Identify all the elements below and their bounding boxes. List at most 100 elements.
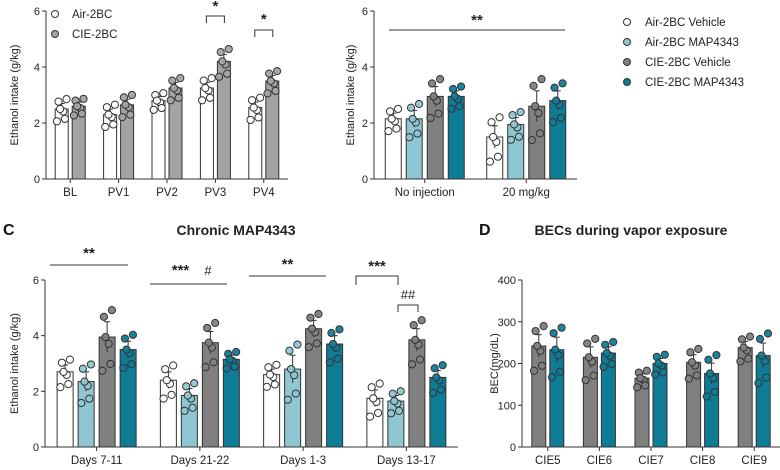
- x-tick-label: PV4: [253, 187, 275, 199]
- data-point: [555, 367, 565, 376]
- data-point: [692, 371, 701, 380]
- data-point: [52, 117, 62, 126]
- data-point: [369, 394, 378, 403]
- data-point: [384, 127, 393, 136]
- data-point: [763, 329, 773, 338]
- panel-title: BECs during vapor exposure: [535, 222, 728, 238]
- data-point: [651, 370, 660, 379]
- y-tick-label: 0: [362, 174, 368, 186]
- bar: [98, 336, 116, 448]
- data-point: [65, 355, 75, 364]
- y-tick-label: 0: [510, 442, 516, 454]
- data-point: [601, 340, 610, 349]
- legend-marker: [623, 58, 631, 66]
- bar: [159, 379, 177, 448]
- data-point: [591, 334, 600, 343]
- data-point: [109, 120, 118, 129]
- y-tick-label: 300: [498, 317, 516, 329]
- significance-hash: ##: [401, 287, 416, 302]
- legend-marker: [623, 38, 631, 46]
- legend-label: CIE-2BC Vehicle: [645, 57, 731, 69]
- data-point: [551, 345, 560, 354]
- data-point: [159, 394, 168, 403]
- panel-a: 0 2 4 6 Ethanol intake (g/kg) BL PV1 PV2 PV3 PV4 A…: [9, 0, 288, 199]
- data-point: [531, 326, 540, 336]
- data-point: [266, 76, 275, 86]
- data-point: [54, 97, 63, 106]
- data-point: [263, 89, 272, 98]
- data-point: [434, 109, 443, 118]
- data-point: [607, 359, 616, 369]
- data-point: [652, 352, 661, 361]
- bar: [531, 345, 547, 448]
- data-point: [493, 152, 503, 161]
- data-point: [487, 118, 496, 127]
- data-point: [547, 373, 557, 382]
- panel-label: C: [3, 222, 15, 239]
- legend-label: Air-2BC Vehicle: [645, 17, 726, 29]
- data-point: [495, 113, 504, 122]
- data-point: [106, 359, 115, 369]
- data-point: [211, 318, 220, 328]
- data-point: [285, 346, 294, 355]
- data-point: [694, 344, 703, 354]
- data-point: [527, 135, 537, 145]
- data-point: [529, 81, 538, 90]
- y-tick-label: 2: [34, 118, 40, 130]
- data-point: [328, 339, 338, 349]
- data-point: [119, 93, 129, 102]
- legend-marker: [623, 18, 631, 26]
- y-tick-label: 100: [498, 400, 516, 412]
- x-tick-label: No injection: [395, 187, 455, 199]
- data-point: [256, 93, 265, 102]
- y-axis-label: Ethanol intake (g/kg): [9, 45, 21, 146]
- data-point: [712, 351, 721, 360]
- data-point: [127, 90, 136, 100]
- data-point: [79, 94, 88, 103]
- data-point: [60, 114, 70, 123]
- y-tick-label: 4: [34, 62, 40, 74]
- data-point: [86, 360, 96, 369]
- x-tick-label: BL: [63, 187, 78, 199]
- significance-label: **: [282, 256, 294, 273]
- data-point: [373, 408, 383, 418]
- data-point: [745, 332, 755, 341]
- data-point: [396, 387, 405, 396]
- data-point: [56, 383, 65, 392]
- data-point: [599, 362, 608, 371]
- data-point: [710, 387, 719, 396]
- data-point: [126, 110, 135, 119]
- data-point: [432, 373, 441, 382]
- data-point: [293, 340, 302, 349]
- data-point: [102, 103, 112, 112]
- data-point: [224, 44, 233, 54]
- data-point: [549, 329, 558, 338]
- data-point: [265, 370, 275, 379]
- data-point: [128, 330, 138, 339]
- data-point: [581, 376, 590, 385]
- data-point: [101, 332, 110, 342]
- x-tick-label: PV1: [108, 187, 130, 199]
- data-point: [122, 345, 131, 354]
- y-axis-label: Ethanol intake (g/kg): [9, 313, 21, 414]
- x-tick-label: CIE8: [690, 455, 716, 467]
- data-point: [558, 79, 567, 88]
- bar: [405, 118, 423, 180]
- data-point: [325, 358, 334, 367]
- data-point: [388, 389, 397, 398]
- data-point: [450, 92, 459, 101]
- significance-hash: #: [204, 263, 212, 278]
- legend-marker: [623, 78, 631, 86]
- data-point: [283, 395, 292, 404]
- data-point: [73, 102, 82, 111]
- significance-bracket: [355, 275, 399, 285]
- significance-bracket: [205, 15, 225, 23]
- data-point: [448, 84, 458, 94]
- data-point: [762, 373, 771, 382]
- data-point: [557, 323, 566, 332]
- data-point: [199, 76, 208, 85]
- data-point: [254, 113, 263, 122]
- x-tick-label: Days 1-3: [280, 455, 326, 467]
- data-point: [392, 124, 401, 133]
